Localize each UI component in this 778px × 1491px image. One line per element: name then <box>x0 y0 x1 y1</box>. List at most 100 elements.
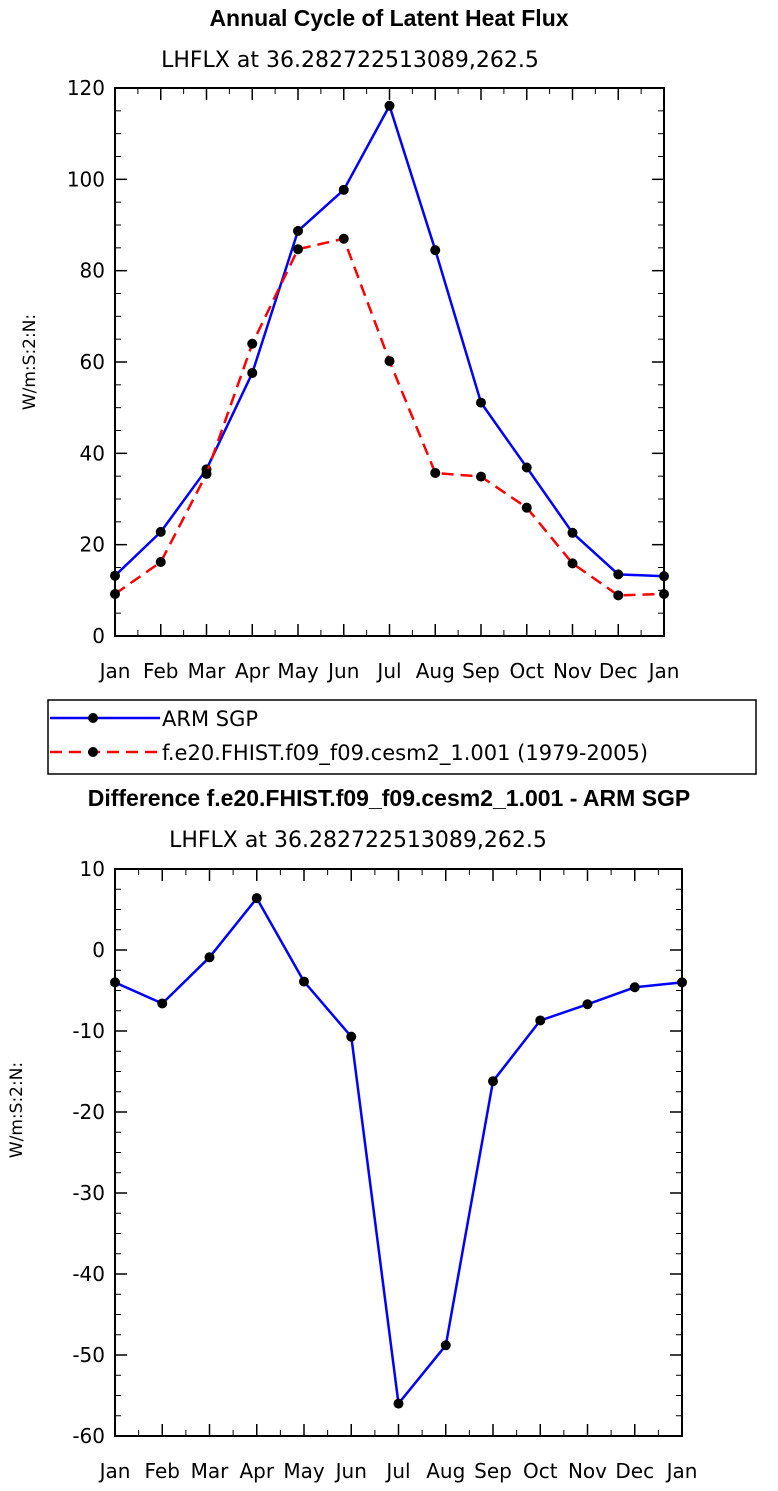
x-tick-label: Jan <box>98 659 131 683</box>
chart-title: Difference f.e20.FHIST.f09_f09.cesm2_1.0… <box>88 785 691 811</box>
series-point-0 <box>430 245 441 256</box>
y-tick-label: -40 <box>72 1262 105 1286</box>
series-point-0 <box>613 569 624 580</box>
legend-marker-cesm2 <box>88 747 98 757</box>
y-tick-label: -50 <box>72 1343 105 1367</box>
y-tick-label: -10 <box>72 1019 105 1043</box>
x-tick-label: Mar <box>188 659 227 683</box>
series-point-1 <box>659 588 669 599</box>
x-tick-label: Apr <box>235 659 270 683</box>
x-tick-label: Jan <box>647 659 680 683</box>
x-tick-label: Mar <box>191 1459 230 1483</box>
y-tick-label: 0 <box>92 938 105 962</box>
x-tick-label: Sep <box>474 1459 512 1483</box>
series-point-0 <box>110 977 120 988</box>
legend-box <box>47 699 757 775</box>
x-tick-label: May <box>277 659 319 683</box>
series-point-1 <box>476 471 486 482</box>
y-tick-label: -30 <box>72 1181 105 1205</box>
series-point-0 <box>293 225 303 236</box>
legend-label-cesm2: f.e20.FHIST.f09_f09.cesm2_1.001 (1979-20… <box>162 741 648 766</box>
y-tick-label: 80 <box>80 259 105 283</box>
series-point-0 <box>659 571 669 582</box>
series-point-1 <box>613 590 624 601</box>
series-point-1 <box>384 356 395 367</box>
series-point-0 <box>393 1398 404 1409</box>
series-point-0 <box>440 1340 451 1351</box>
series-point-0 <box>346 1031 357 1042</box>
y-tick-label: 120 <box>67 76 105 100</box>
y-tick-label: -60 <box>72 1424 105 1448</box>
y-tick-label: 100 <box>67 167 105 191</box>
series-point-0 <box>251 893 262 904</box>
y-tick-label: 40 <box>80 441 105 465</box>
x-tick-label: Oct <box>509 659 544 683</box>
series-point-0 <box>338 184 349 195</box>
series-point-1 <box>155 557 166 568</box>
chart-difference: Difference f.e20.FHIST.f09_f09.cesm2_1.0… <box>7 785 697 1483</box>
y-tick-label: -20 <box>72 1100 105 1124</box>
y-tick-label: 10 <box>80 857 105 881</box>
series-point-0 <box>488 1076 498 1087</box>
x-tick-label: Nov <box>568 1459 607 1483</box>
x-tick-label: Apr <box>239 1459 274 1483</box>
x-tick-label: Jun <box>334 1459 367 1483</box>
y-tick-label: 0 <box>92 624 105 648</box>
series-point-0 <box>567 527 578 538</box>
x-tick-label: Jan <box>98 1459 131 1483</box>
x-tick-label: Aug <box>426 1459 465 1483</box>
y-axis-label: W/m:S:2:N: <box>20 314 40 410</box>
plot-frame <box>114 868 683 1437</box>
x-tick-label: Jan <box>665 1459 698 1483</box>
x-tick-label: Jun <box>326 659 359 683</box>
series-point-0 <box>582 999 593 1010</box>
chart-subtitle: LHFLX at 36.282722513089,262.5 <box>169 828 547 853</box>
series-point-0 <box>384 100 395 111</box>
x-tick-label: Jul <box>384 1459 410 1483</box>
series-point-0 <box>535 1015 546 1026</box>
series-point-1 <box>521 502 532 513</box>
series-point-1 <box>338 233 349 244</box>
series-point-0 <box>155 526 166 537</box>
legend-marker-arm-sgp <box>88 713 98 723</box>
chart-subtitle: LHFLX at 36.282722513089,262.5 <box>161 48 539 73</box>
x-tick-label: Dec <box>615 1459 654 1483</box>
x-tick-label: Jul <box>375 659 401 683</box>
series-point-1 <box>567 558 578 569</box>
legend-entry-arm-sgp: ARM SGP <box>50 707 258 731</box>
series-point-1 <box>430 467 441 478</box>
x-tick-label: Nov <box>553 659 592 683</box>
series-point-0 <box>204 952 215 963</box>
x-tick-label: Oct <box>523 1459 558 1483</box>
y-axis-label: W/m:S:2:N: <box>7 1062 27 1158</box>
legend: ARM SGP f.e20.FHIST.f09_f09.cesm2_1.001 … <box>47 699 757 775</box>
series-point-0 <box>299 976 309 987</box>
series-point-0 <box>110 570 120 581</box>
y-tick-label: 20 <box>80 533 105 557</box>
chart-title: Annual Cycle of Latent Heat Flux <box>209 5 568 31</box>
series-point-1 <box>247 338 258 349</box>
x-tick-label: Feb <box>143 659 178 683</box>
series-line-0 <box>114 896 683 1405</box>
series-point-0 <box>521 462 532 473</box>
legend-entry-cesm2: f.e20.FHIST.f09_f09.cesm2_1.001 (1979-20… <box>50 741 648 766</box>
series-point-0 <box>629 982 640 993</box>
series-point-1 <box>110 588 120 599</box>
x-tick-label: Feb <box>145 1459 180 1483</box>
x-tick-label: May <box>283 1459 325 1483</box>
plot-area: Jan Feb Mar Apr May Jun Jul Aug Sep Oct Nov Dec Jan -… <box>72 857 697 1483</box>
chart-annual-cycle: Annual Cycle of Latent Heat Flux LHFLX a… <box>20 5 757 775</box>
series-point-0 <box>677 977 687 988</box>
series-point-0 <box>476 397 486 408</box>
series-point-1 <box>201 468 212 479</box>
x-tick-label: Dec <box>599 659 638 683</box>
series-point-1 <box>293 244 303 255</box>
x-tick-label: Sep <box>462 659 500 683</box>
series-point-0 <box>157 998 168 1009</box>
x-tick-label: Aug <box>416 659 455 683</box>
series-line-0 <box>114 104 665 578</box>
legend-label-arm-sgp: ARM SGP <box>162 707 258 731</box>
plot-area: Jan Feb Mar Apr May Jun Jul Aug Sep Oct Nov Dec Jan 0… <box>67 76 680 683</box>
series-point-0 <box>247 367 258 378</box>
